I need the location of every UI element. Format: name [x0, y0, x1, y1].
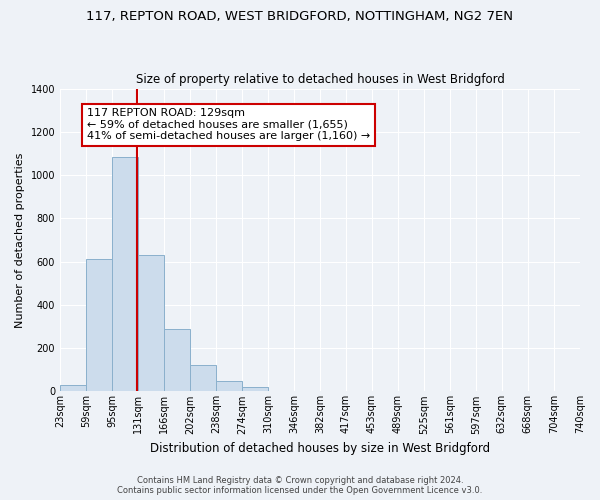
Text: 117, REPTON ROAD, WEST BRIDGFORD, NOTTINGHAM, NG2 7EN: 117, REPTON ROAD, WEST BRIDGFORD, NOTTIN…	[86, 10, 514, 23]
X-axis label: Distribution of detached houses by size in West Bridgford: Distribution of detached houses by size …	[150, 442, 490, 455]
Text: 117 REPTON ROAD: 129sqm
← 59% of detached houses are smaller (1,655)
41% of semi: 117 REPTON ROAD: 129sqm ← 59% of detache…	[87, 108, 370, 141]
Bar	[164, 328, 190, 392]
Bar	[190, 366, 216, 392]
Bar	[242, 388, 268, 392]
Bar	[86, 260, 112, 392]
Bar	[60, 385, 86, 392]
Title: Size of property relative to detached houses in West Bridgford: Size of property relative to detached ho…	[136, 73, 505, 86]
Bar	[216, 381, 242, 392]
Bar	[139, 255, 164, 392]
Y-axis label: Number of detached properties: Number of detached properties	[15, 152, 25, 328]
Text: Contains HM Land Registry data © Crown copyright and database right 2024.
Contai: Contains HM Land Registry data © Crown c…	[118, 476, 482, 495]
Bar	[112, 156, 139, 392]
